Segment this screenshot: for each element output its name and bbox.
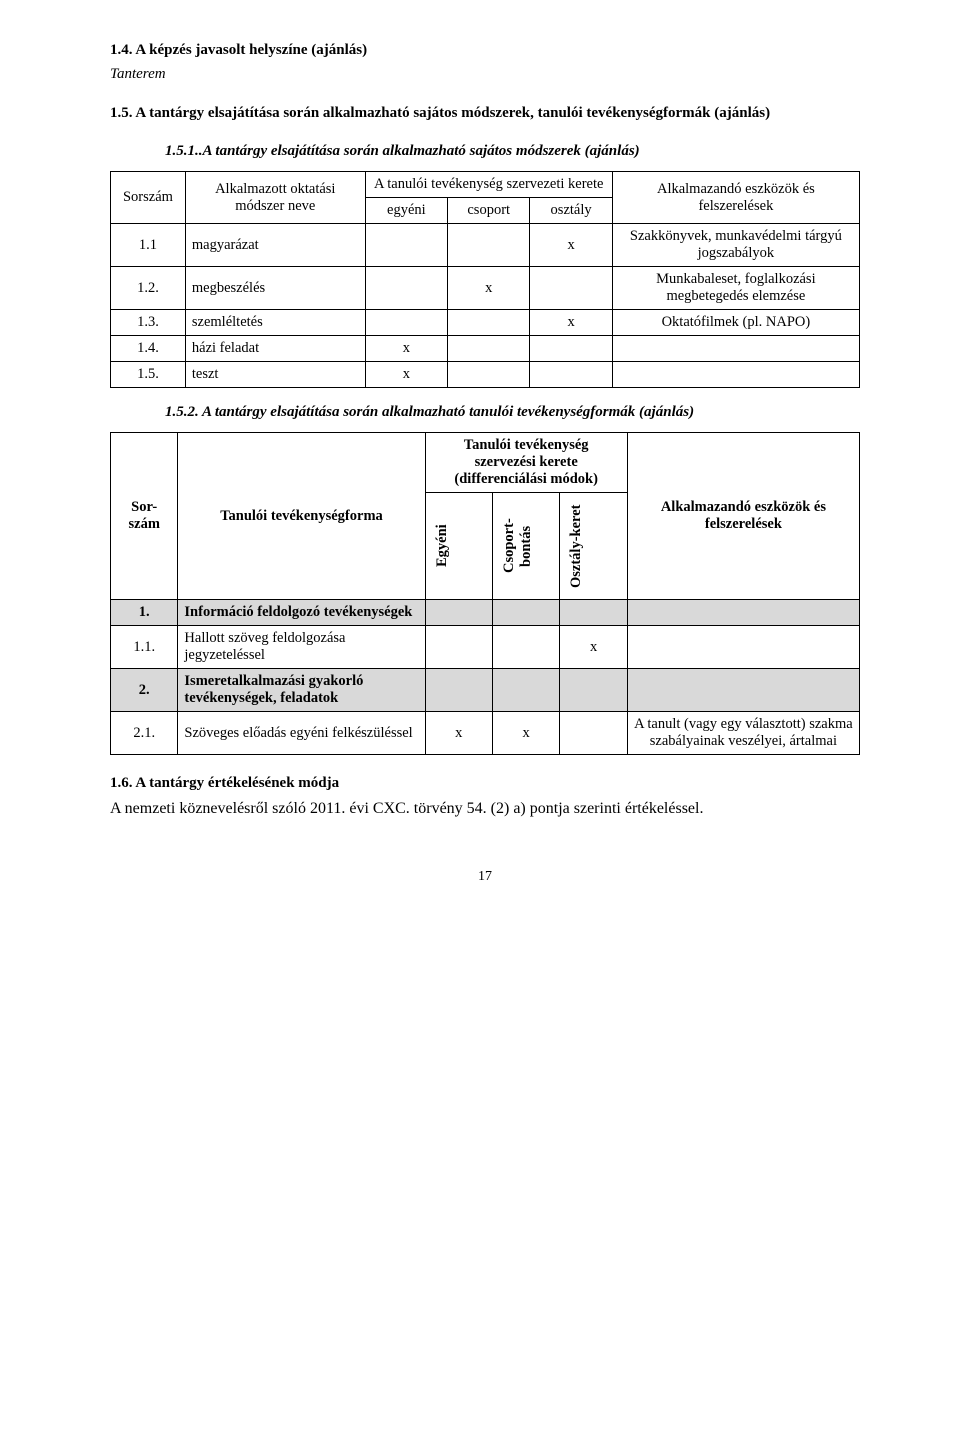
- cell-n: 1.4.: [111, 336, 186, 362]
- sec152-title: 1.5.2. A tantárgy elsajátítása során alk…: [165, 402, 860, 422]
- cell-n: 1.3.: [111, 310, 186, 336]
- cell-o: [530, 362, 612, 388]
- cell-c: [448, 362, 530, 388]
- hdr-osztaly: osztály: [530, 198, 612, 224]
- cell2-o: x: [560, 626, 627, 669]
- cell-e: [365, 224, 447, 267]
- cell2-e: [425, 626, 492, 669]
- sec14-body: Tanterem: [110, 66, 166, 82]
- cell2-n: 2.: [111, 669, 178, 712]
- cell2-c: [492, 669, 559, 712]
- hdr2-kerete: Tanulói tevékenység szervezési kerete (d…: [425, 433, 627, 493]
- cell2-e: [425, 669, 492, 712]
- hdr2-egyeni: Egyéni: [432, 497, 453, 595]
- hdr-sorszam: Sorszám: [111, 172, 186, 224]
- cell-e: x: [365, 336, 447, 362]
- cell2-o: [560, 669, 627, 712]
- cell-c: x: [448, 267, 530, 310]
- cell2-n: 2.1.: [111, 712, 178, 755]
- cell-name: teszt: [185, 362, 365, 388]
- hdr-egyeni: egyéni: [365, 198, 447, 224]
- cell-name: megbeszélés: [185, 267, 365, 310]
- cell2-name: Hallott szöveg feldolgozása jegyzeteléss…: [178, 626, 425, 669]
- cell2-n: 1.: [111, 600, 178, 626]
- hdr2-eszkozok: Alkalmazandó eszközök és felszerelések: [627, 433, 859, 600]
- cell-c: [448, 310, 530, 336]
- cell2-name: Ismeretalkalmazási gyakorló tevékenysége…: [178, 669, 425, 712]
- cell-e: [365, 267, 447, 310]
- cell-tool: Munkabaleset, foglalkozási megbetegedés …: [612, 267, 859, 310]
- cell2-c: x: [492, 712, 559, 755]
- cell-tool: Szakkönyvek, munkavédelmi tárgyú jogszab…: [612, 224, 859, 267]
- cell-c: [448, 336, 530, 362]
- cell-e: [365, 310, 447, 336]
- cell2-name: Információ feldolgozó tevékenységek: [178, 600, 425, 626]
- cell-name: magyarázat: [185, 224, 365, 267]
- cell-tool: [612, 362, 859, 388]
- cell-tool: Oktatófilmek (pl. NAPO): [612, 310, 859, 336]
- hdr-csoport: csoport: [448, 198, 530, 224]
- cell2-tool: [627, 626, 859, 669]
- cell-name: házi feladat: [185, 336, 365, 362]
- hdr-eszkozok: Alkalmazandó eszközök és felszerelések: [612, 172, 859, 224]
- hdr-modszer: Alkalmazott oktatási módszer neve: [185, 172, 365, 224]
- cell-n: 1.2.: [111, 267, 186, 310]
- sec151-title: 1.5.1..A tantárgy elsajátítása során alk…: [165, 141, 860, 161]
- table-152: Sor-szám Tanulói tevékenységforma Tanuló…: [110, 432, 860, 755]
- cell-n: 1.1: [111, 224, 186, 267]
- hdr2-osztaly: Osztály-keret: [566, 497, 587, 595]
- cell2-tool: [627, 600, 859, 626]
- cell2-tool: [627, 669, 859, 712]
- hdr-kerete: A tanulói tevékenység szervezeti kerete: [365, 172, 612, 198]
- cell2-c: [492, 600, 559, 626]
- cell-e: x: [365, 362, 447, 388]
- sec16-title: 1.6. A tantárgy értékelésének módja: [110, 773, 860, 793]
- cell2-c: [492, 626, 559, 669]
- hdr2-csoport: Csoport-bontás: [499, 497, 537, 595]
- cell2-name: Szöveges előadás egyéni felkészüléssel: [178, 712, 425, 755]
- cell2-o: [560, 712, 627, 755]
- cell2-e: [425, 600, 492, 626]
- cell-tool: [612, 336, 859, 362]
- cell-o: [530, 336, 612, 362]
- sec14-title: 1.4. A képzés javasolt helyszíne (ajánlá…: [110, 42, 367, 58]
- sec15-title: 1.5. A tantárgy elsajátítása során alkal…: [110, 103, 860, 123]
- cell-n: 1.5.: [111, 362, 186, 388]
- hdr2-sorszam: Sor-szám: [111, 433, 178, 600]
- cell-o: x: [530, 310, 612, 336]
- sec16-body: A nemzeti köznevelésről szóló 2011. évi …: [110, 798, 860, 820]
- table-151: Sorszám Alkalmazott oktatási módszer nev…: [110, 171, 860, 388]
- page-number: 17: [110, 869, 860, 885]
- cell2-o: [560, 600, 627, 626]
- cell-o: [530, 267, 612, 310]
- cell2-tool: A tanult (vagy egy választott) szakma sz…: [627, 712, 859, 755]
- cell-c: [448, 224, 530, 267]
- cell-o: x: [530, 224, 612, 267]
- cell2-n: 1.1.: [111, 626, 178, 669]
- cell-name: szemléltetés: [185, 310, 365, 336]
- cell2-e: x: [425, 712, 492, 755]
- hdr2-forma: Tanulói tevékenységforma: [178, 433, 425, 600]
